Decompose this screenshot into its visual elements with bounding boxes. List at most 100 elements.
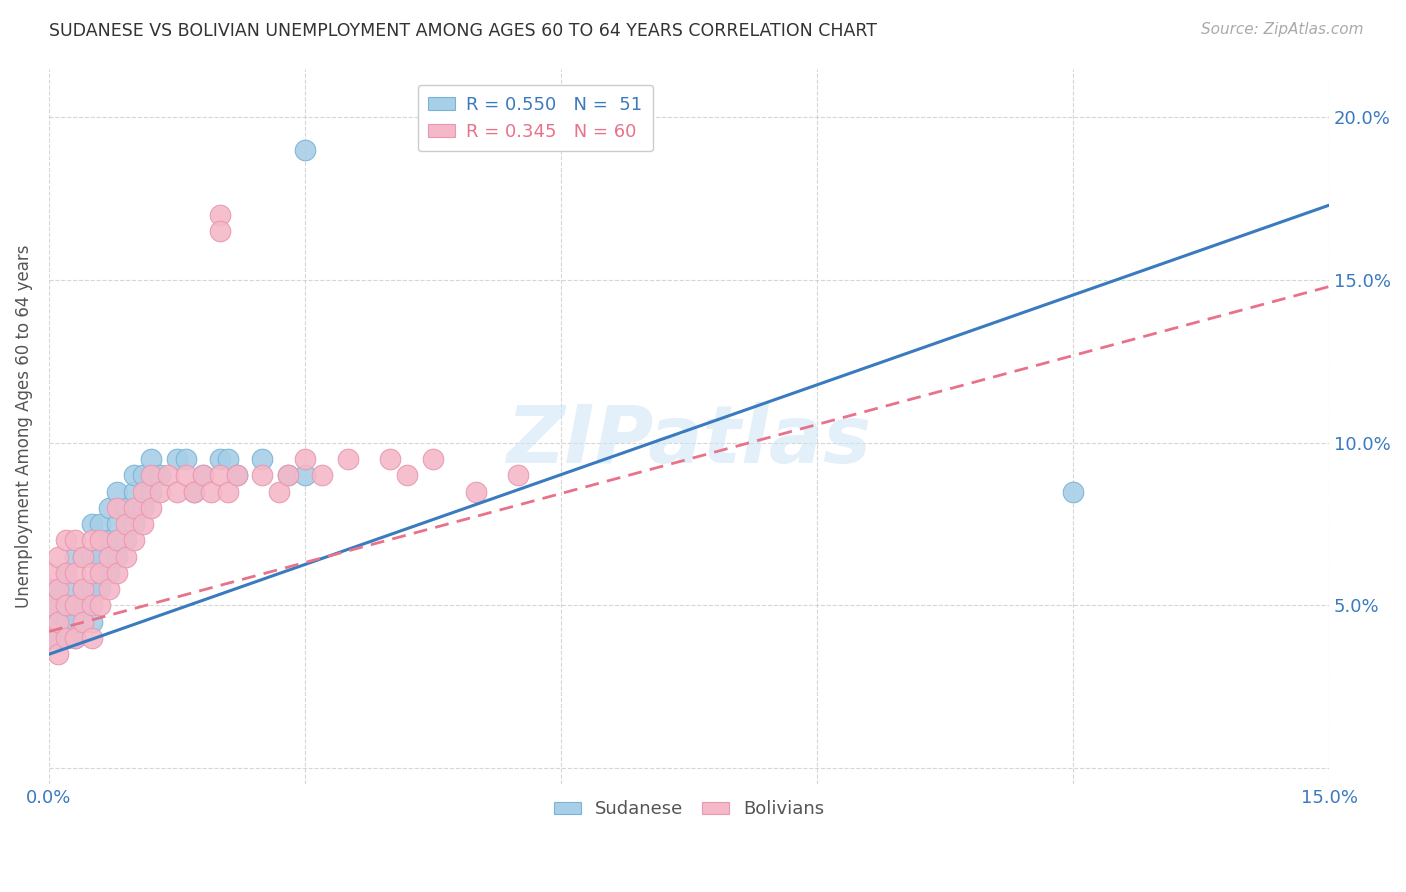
Point [132, 517, 155, 532]
Point [225, 468, 247, 483]
Point [208, 224, 231, 238]
Point [225, 468, 247, 483]
Point [63, 566, 86, 580]
Text: Source: ZipAtlas.com: Source: ZipAtlas.com [1201, 22, 1364, 37]
Point [294, 468, 316, 483]
Point [63, 582, 86, 597]
Text: SUDANESE VS BOLIVIAN UNEMPLOYMENT AMONG AGES 60 TO 64 YEARS CORRELATION CHART: SUDANESE VS BOLIVIAN UNEMPLOYMENT AMONG … [49, 22, 877, 40]
Point [252, 452, 274, 467]
Point [72, 549, 94, 564]
Point [380, 452, 402, 467]
Point [208, 468, 231, 483]
Point [124, 484, 146, 499]
Point [269, 484, 291, 499]
Point [105, 517, 128, 532]
Point [124, 517, 146, 532]
Point [183, 484, 205, 499]
Point [46, 582, 69, 597]
Point [1062, 484, 1084, 499]
Point [464, 484, 486, 499]
Legend: Sudanese, Bolivians: Sudanese, Bolivians [547, 793, 831, 825]
Point [46, 615, 69, 629]
Point [38, 631, 60, 645]
Point [89, 517, 111, 532]
Point [63, 533, 86, 548]
Point [208, 452, 231, 467]
Point [72, 599, 94, 613]
Point [46, 631, 69, 645]
Point [294, 452, 316, 467]
Point [80, 599, 103, 613]
Point [72, 582, 94, 597]
Point [174, 468, 197, 483]
Point [80, 549, 103, 564]
Point [80, 517, 103, 532]
Point [80, 615, 103, 629]
Point [132, 500, 155, 515]
Point [72, 549, 94, 564]
Point [252, 468, 274, 483]
Point [191, 468, 214, 483]
Point [124, 533, 146, 548]
Point [55, 631, 77, 645]
Point [89, 599, 111, 613]
Point [508, 468, 530, 483]
Point [200, 484, 222, 499]
Point [105, 533, 128, 548]
Point [89, 549, 111, 564]
Point [55, 566, 77, 580]
Point [114, 500, 136, 515]
Point [72, 615, 94, 629]
Point [422, 452, 444, 467]
Point [114, 549, 136, 564]
Point [132, 484, 155, 499]
Point [294, 143, 316, 157]
Point [166, 484, 188, 499]
Point [208, 208, 231, 222]
Point [46, 582, 69, 597]
Point [63, 631, 86, 645]
Point [55, 631, 77, 645]
Point [97, 500, 120, 515]
Point [277, 468, 299, 483]
Point [217, 484, 239, 499]
Point [105, 500, 128, 515]
Point [141, 452, 163, 467]
Point [63, 549, 86, 564]
Point [183, 484, 205, 499]
Point [72, 582, 94, 597]
Point [38, 599, 60, 613]
Text: ZIPatlas: ZIPatlas [506, 401, 872, 480]
Point [149, 468, 172, 483]
Point [55, 566, 77, 580]
Point [38, 582, 60, 597]
Point [38, 566, 60, 580]
Point [191, 468, 214, 483]
Point [55, 599, 77, 613]
Point [97, 533, 120, 548]
Point [396, 468, 419, 483]
Point [80, 582, 103, 597]
Point [80, 533, 103, 548]
Point [157, 468, 180, 483]
Point [174, 452, 197, 467]
Point [80, 631, 103, 645]
Point [63, 615, 86, 629]
Point [217, 452, 239, 467]
Point [55, 615, 77, 629]
Point [55, 533, 77, 548]
Point [277, 468, 299, 483]
Point [89, 566, 111, 580]
Point [311, 468, 333, 483]
Point [114, 517, 136, 532]
Point [124, 468, 146, 483]
Point [46, 615, 69, 629]
Point [46, 549, 69, 564]
Point [89, 582, 111, 597]
Point [105, 566, 128, 580]
Point [336, 452, 359, 467]
Point [80, 566, 103, 580]
Point [63, 631, 86, 645]
Point [149, 484, 172, 499]
Y-axis label: Unemployment Among Ages 60 to 64 years: Unemployment Among Ages 60 to 64 years [15, 244, 32, 608]
